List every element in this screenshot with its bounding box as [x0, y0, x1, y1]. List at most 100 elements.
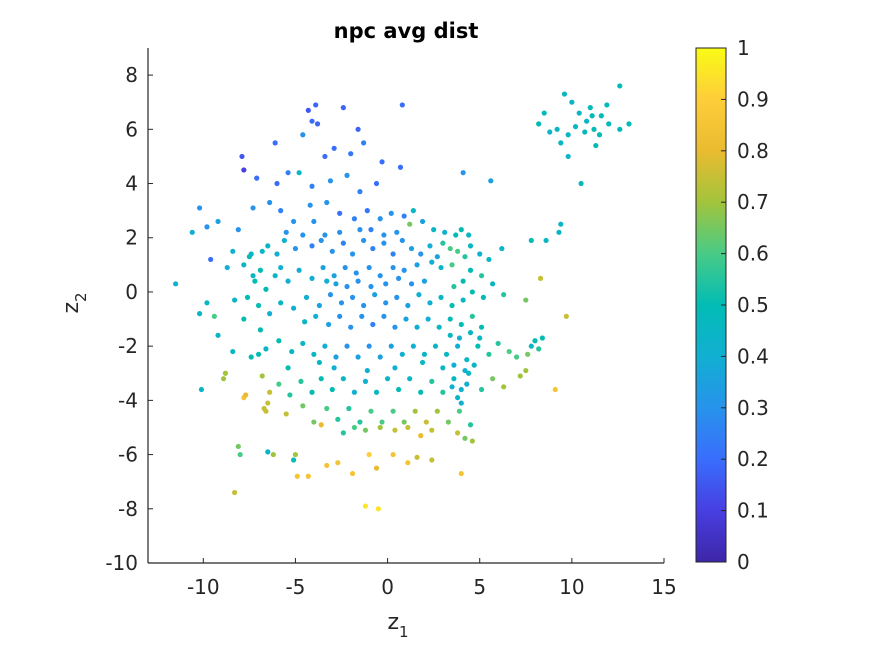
- colorbar-tick-label: 0.6: [737, 242, 769, 266]
- data-point: [320, 264, 326, 271]
- data-point: [322, 232, 328, 238]
- data-point: [528, 343, 534, 349]
- data-point: [307, 202, 313, 208]
- data-point: [373, 389, 380, 395]
- data-point: [506, 348, 512, 355]
- data-point: [296, 170, 302, 176]
- data-point: [204, 224, 210, 230]
- data-point: [357, 227, 363, 233]
- data-point: [410, 208, 416, 214]
- data-point: [390, 264, 396, 271]
- data-point: [351, 424, 357, 431]
- data-point: [357, 419, 363, 425]
- data-point: [232, 297, 238, 303]
- data-point: [460, 170, 466, 176]
- data-point: [390, 451, 396, 458]
- data-point: [377, 216, 383, 222]
- data-point: [263, 286, 269, 292]
- data-point: [267, 311, 273, 317]
- data-point: [314, 121, 321, 127]
- data-point: [346, 405, 352, 412]
- data-point: [558, 221, 564, 227]
- data-point: [285, 170, 291, 176]
- data-point: [434, 408, 440, 414]
- data-point: [222, 370, 228, 376]
- data-point: [353, 270, 359, 276]
- data-point: [355, 278, 361, 284]
- data-point: [438, 264, 444, 271]
- data-point: [401, 267, 407, 273]
- data-point: [528, 237, 534, 244]
- data-point: [425, 316, 431, 322]
- data-point: [274, 251, 280, 257]
- data-point: [361, 140, 367, 146]
- data-point: [331, 365, 337, 371]
- data-point: [449, 262, 455, 268]
- data-point: [324, 462, 330, 469]
- data-point: [582, 129, 588, 135]
- data-point: [349, 470, 356, 477]
- data-point: [418, 251, 424, 257]
- data-point: [337, 210, 343, 216]
- data-point: [324, 278, 330, 284]
- data-point: [313, 102, 319, 108]
- data-point: [501, 292, 507, 298]
- data-point: [462, 254, 468, 260]
- data-point: [372, 292, 378, 298]
- data-point: [384, 376, 391, 382]
- data-point: [324, 199, 330, 206]
- data-point: [458, 321, 464, 328]
- data-point: [458, 227, 464, 233]
- data-point: [359, 313, 365, 319]
- data-point: [490, 376, 496, 382]
- data-point: [322, 343, 328, 349]
- data-point: [458, 400, 464, 406]
- data-point: [377, 424, 383, 431]
- data-point: [322, 153, 328, 160]
- data-point: [604, 102, 610, 108]
- data-point: [349, 251, 356, 257]
- data-point: [318, 376, 324, 382]
- data-point: [351, 216, 357, 222]
- data-point: [278, 264, 284, 271]
- data-point: [517, 373, 523, 379]
- x-axis-ticks: -10 -5 0 5 10 15: [187, 558, 677, 599]
- data-point: [331, 273, 337, 279]
- data-point: [220, 376, 227, 382]
- data-point: [265, 400, 271, 406]
- data-point: [351, 389, 357, 395]
- data-point: [418, 389, 424, 395]
- data-point: [329, 386, 335, 393]
- data-point: [401, 419, 407, 425]
- data-point: [300, 340, 306, 347]
- data-point: [486, 351, 492, 357]
- data-point: [469, 313, 475, 319]
- data-point: [593, 142, 599, 149]
- data-point: [296, 267, 302, 273]
- data-point: [388, 210, 394, 216]
- data-point: [412, 408, 418, 414]
- data-point: [344, 343, 350, 349]
- data-point: [447, 316, 453, 322]
- data-point: [285, 365, 291, 371]
- data-point: [561, 91, 568, 97]
- data-point: [513, 354, 520, 360]
- data-point: [261, 405, 267, 412]
- data-point: [366, 264, 372, 271]
- data-point: [606, 121, 612, 127]
- data-point: [460, 297, 466, 303]
- data-point: [453, 232, 459, 238]
- colorbar-tick-label: 0: [737, 550, 750, 574]
- data-point: [449, 384, 455, 390]
- data-point: [379, 419, 385, 425]
- data-point: [488, 178, 494, 184]
- data-point: [495, 340, 501, 347]
- data-point: [455, 430, 461, 436]
- data-point: [173, 281, 179, 287]
- data-point: [480, 294, 486, 300]
- data-point: [259, 248, 265, 254]
- data-point: [388, 343, 394, 349]
- data-point: [292, 451, 299, 458]
- data-point: [300, 132, 306, 138]
- data-point: [300, 232, 306, 238]
